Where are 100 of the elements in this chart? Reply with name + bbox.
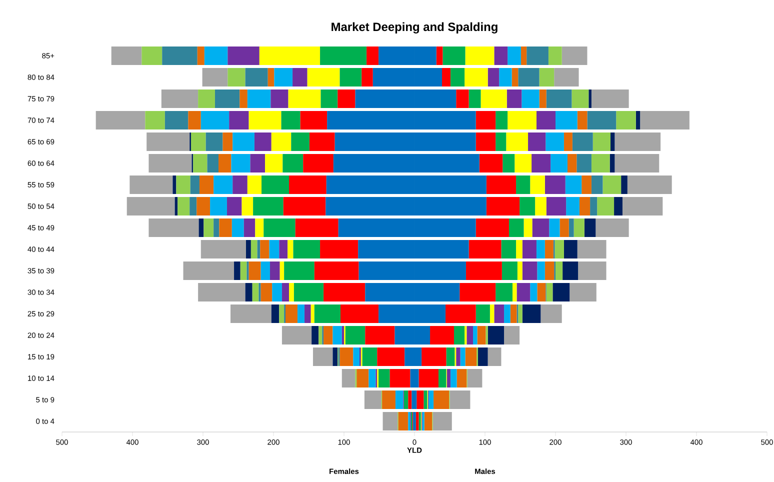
bar xyxy=(508,46,521,65)
bar xyxy=(510,304,517,323)
bar xyxy=(245,283,252,302)
bar xyxy=(202,68,228,86)
bar xyxy=(526,46,548,65)
bar xyxy=(530,283,538,302)
bar xyxy=(536,111,556,130)
bar xyxy=(340,304,379,323)
bar xyxy=(640,111,690,130)
bar xyxy=(468,90,481,108)
bar xyxy=(198,283,246,302)
bar xyxy=(446,348,455,366)
bar xyxy=(162,46,198,65)
bar xyxy=(591,154,610,172)
bar xyxy=(285,304,298,323)
bar xyxy=(502,262,518,280)
bar xyxy=(539,68,554,86)
bar xyxy=(592,132,610,151)
bar xyxy=(564,132,572,151)
bar xyxy=(574,218,584,237)
chart-title: Market Deeping and Spalding xyxy=(332,22,498,34)
bar xyxy=(438,369,446,388)
bar xyxy=(416,390,424,409)
bar xyxy=(200,240,246,258)
bar xyxy=(576,154,592,172)
bar xyxy=(518,68,540,86)
bar xyxy=(232,218,244,237)
bar xyxy=(454,326,465,344)
bar xyxy=(591,176,603,194)
bar xyxy=(204,218,214,237)
bar xyxy=(520,46,527,65)
bar xyxy=(214,176,233,194)
bar xyxy=(234,262,240,280)
bar xyxy=(291,132,310,151)
bar xyxy=(412,390,415,409)
bar xyxy=(293,240,320,258)
bar xyxy=(496,132,506,151)
bar xyxy=(190,197,197,216)
bar xyxy=(130,176,173,194)
bar xyxy=(536,240,545,258)
bar xyxy=(404,390,408,409)
bar xyxy=(456,369,467,388)
bar xyxy=(410,369,415,388)
bar xyxy=(345,326,366,344)
bar xyxy=(283,197,326,216)
bar xyxy=(146,132,190,151)
bar xyxy=(314,262,359,280)
bar xyxy=(148,154,192,172)
bar xyxy=(566,197,580,216)
bar xyxy=(250,154,266,172)
bar xyxy=(320,240,358,258)
bar xyxy=(480,90,507,108)
bar xyxy=(279,304,284,323)
bar xyxy=(240,90,248,108)
bar xyxy=(332,326,342,344)
bar xyxy=(562,46,588,65)
bar xyxy=(262,176,290,194)
bar xyxy=(265,154,283,172)
bar xyxy=(450,369,457,388)
bar xyxy=(614,197,622,216)
bar xyxy=(522,262,538,280)
bar xyxy=(428,390,434,409)
bar xyxy=(565,176,582,194)
bar xyxy=(148,218,199,237)
bar xyxy=(356,369,369,388)
bar xyxy=(434,390,450,409)
bar xyxy=(464,68,488,86)
bar xyxy=(496,111,508,130)
bar xyxy=(522,304,541,323)
bar xyxy=(436,46,443,65)
bar xyxy=(314,304,340,323)
bar xyxy=(614,154,660,172)
bar xyxy=(456,348,460,366)
bar xyxy=(590,197,598,216)
bar xyxy=(324,326,333,344)
bar xyxy=(467,369,482,388)
bar xyxy=(324,283,366,302)
bar xyxy=(390,369,410,388)
bar xyxy=(292,68,308,86)
bar xyxy=(414,369,419,388)
bar xyxy=(465,348,477,366)
bar xyxy=(260,240,270,258)
bar xyxy=(490,304,494,323)
bar xyxy=(578,262,606,280)
bar xyxy=(636,111,640,130)
bar xyxy=(259,46,320,65)
bar xyxy=(284,262,314,280)
bar xyxy=(247,176,262,194)
bar xyxy=(200,111,230,130)
bar xyxy=(250,240,258,258)
bar xyxy=(191,132,206,151)
bar xyxy=(560,218,569,237)
bar xyxy=(537,283,546,302)
bar xyxy=(522,240,536,258)
bar xyxy=(506,132,528,151)
bar xyxy=(514,154,532,172)
bar xyxy=(364,390,382,409)
bar xyxy=(232,176,248,194)
bar xyxy=(466,326,474,344)
bar xyxy=(518,304,522,323)
